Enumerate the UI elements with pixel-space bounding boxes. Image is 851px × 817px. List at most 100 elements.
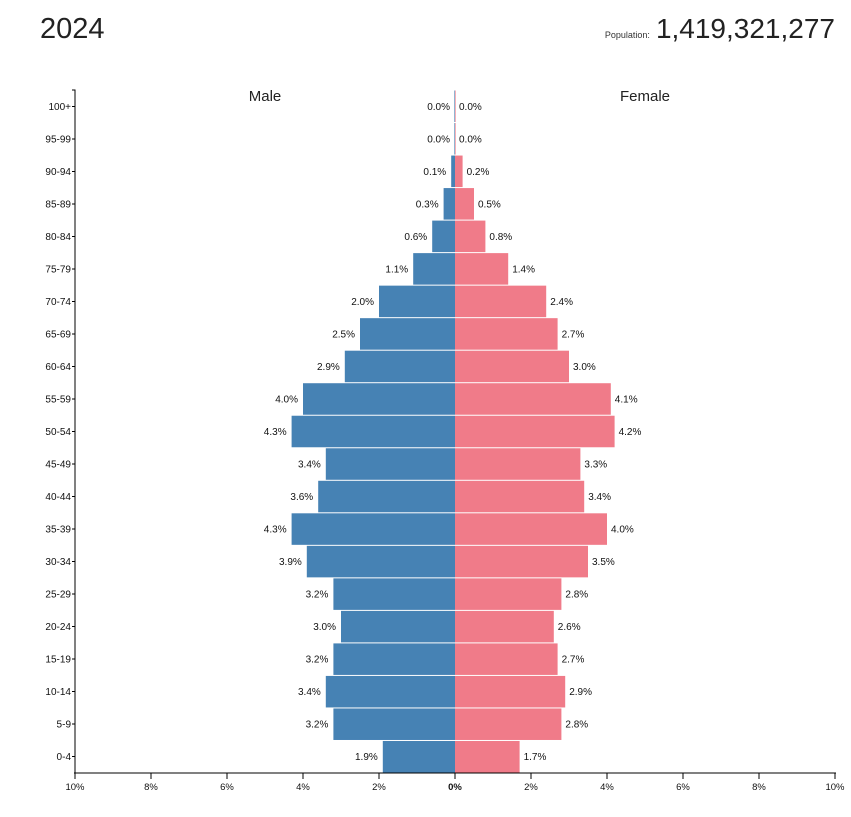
female-value-label: 0.0%: [459, 102, 482, 113]
male-value-label: 2.0%: [351, 297, 374, 308]
male-bar: [306, 545, 455, 578]
female-bar: [455, 220, 486, 253]
female-value-label: 3.4%: [588, 492, 611, 503]
male-value-label: 2.5%: [332, 329, 355, 340]
x-tick-label: 6%: [676, 782, 690, 793]
age-group-label: 100+: [48, 102, 71, 113]
male-bar: [454, 123, 455, 155]
age-group-label: 70-74: [45, 297, 71, 308]
age-group-label: 90-94: [45, 167, 71, 178]
age-group-label: 55-59: [45, 394, 71, 405]
male-bar: [451, 155, 455, 188]
female-value-label: 1.7%: [524, 752, 547, 763]
male-value-label: 3.9%: [279, 557, 302, 568]
male-bar: [333, 708, 455, 740]
x-tick-label: 10%: [65, 782, 85, 793]
male-bar: [333, 578, 455, 610]
female-bars: [455, 90, 615, 773]
age-group-label: 75-79: [45, 264, 71, 275]
age-group-label: 0-4: [57, 752, 72, 763]
female-value-label: 4.1%: [615, 394, 638, 405]
female-bar: [455, 675, 566, 708]
female-value-label: 2.8%: [565, 720, 588, 731]
female-bar: [455, 155, 463, 188]
population-value: 1,419,321,277: [655, 13, 835, 44]
female-bar: [455, 513, 607, 545]
x-tick-label: 10%: [825, 782, 845, 793]
age-group-label: 35-39: [45, 525, 71, 536]
female-value-label: 0.0%: [459, 134, 482, 145]
male-value-label: 0.3%: [416, 199, 439, 210]
female-bar: [455, 448, 581, 480]
male-value-label: 1.9%: [355, 752, 378, 763]
x-tick-label: 2%: [524, 782, 538, 793]
male-value-label: 0.1%: [423, 167, 446, 178]
female-value-label: 2.7%: [562, 329, 585, 340]
female-bar: [455, 123, 456, 155]
female-bar: [455, 318, 558, 350]
male-bar: [325, 675, 455, 708]
population-label: Population:: [604, 30, 650, 40]
male-value-label: 3.6%: [290, 492, 313, 503]
male-value-label: 0.0%: [427, 102, 450, 113]
male-bar: [454, 90, 455, 123]
male-series-label: Male: [249, 88, 282, 105]
x-tick-label: 4%: [600, 782, 614, 793]
female-series-label: Female: [620, 88, 670, 105]
male-bar: [333, 643, 455, 675]
female-bar: [455, 610, 554, 643]
male-value-label: 3.4%: [298, 460, 321, 471]
male-bar: [303, 383, 455, 415]
female-bar: [455, 545, 588, 578]
male-value-label: 4.3%: [264, 525, 287, 536]
age-group-label: 20-24: [45, 622, 71, 633]
female-value-label: 0.8%: [489, 232, 512, 243]
female-value-label: 1.4%: [512, 264, 535, 275]
female-value-label: 4.2%: [619, 427, 642, 438]
age-group-label: 80-84: [45, 232, 71, 243]
year-title: 2024: [40, 13, 105, 45]
male-bar: [318, 480, 455, 513]
male-bar: [379, 285, 455, 318]
male-value-label: 3.2%: [306, 720, 329, 731]
female-value-label: 2.7%: [562, 655, 585, 666]
male-bar: [341, 610, 455, 643]
x-tick-label: 8%: [752, 782, 766, 793]
male-bar: [413, 253, 455, 285]
female-bar: [455, 415, 615, 448]
female-bar: [455, 708, 562, 740]
age-group-label: 40-44: [45, 492, 71, 503]
male-bars: [291, 90, 455, 773]
age-group-label: 45-49: [45, 460, 71, 471]
age-group-label: 60-64: [45, 362, 71, 373]
male-value-label: 0.6%: [404, 232, 427, 243]
age-group-label: 95-99: [45, 134, 71, 145]
value-labels: 0.0% 0.0% 0.1% 0.3% 0.6% 1.1% 2.0% 2.5% 2.9% 4.0%…: [264, 102, 642, 763]
male-value-label: 2.9%: [317, 362, 340, 373]
female-value-label: 0.2%: [467, 167, 490, 178]
female-bar: [455, 740, 520, 773]
male-value-label: 0.0%: [427, 134, 450, 145]
y-axis-line: [72, 89, 76, 773]
female-bar: [455, 285, 547, 318]
female-bar: [455, 188, 474, 220]
x-axis: 10% 8% 6% 4% 2% 0% 2% 4% 6% 8% 10%: [65, 772, 845, 793]
male-bar: [291, 513, 455, 545]
male-bar: [291, 415, 455, 448]
x-tick-label: 6%: [220, 782, 234, 793]
age-group-label: 25-29: [45, 590, 71, 601]
female-value-label: 2.4%: [550, 297, 573, 308]
male-bar: [360, 318, 455, 350]
female-bar: [455, 350, 569, 383]
x-tick-label: 2%: [372, 782, 386, 793]
female-value-label: 4.0%: [611, 525, 634, 536]
female-value-label: 3.0%: [573, 362, 596, 373]
x-tick-label: 0%: [448, 782, 462, 793]
male-bar: [325, 448, 455, 480]
female-value-label: 2.8%: [565, 590, 588, 601]
female-value-label: 2.6%: [558, 622, 581, 633]
age-group-label: 5-9: [57, 720, 72, 731]
male-value-label: 3.2%: [306, 655, 329, 666]
age-group-label: 50-54: [45, 427, 71, 438]
